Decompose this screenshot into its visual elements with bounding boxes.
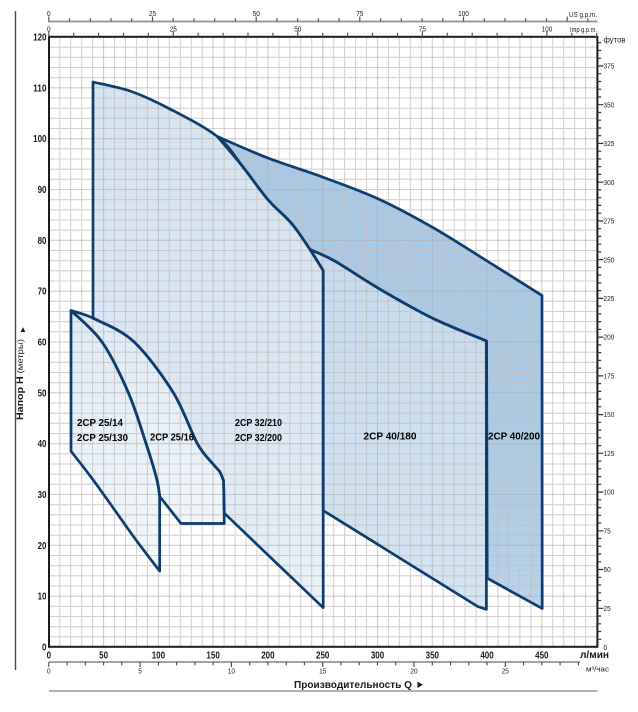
svg-text:50: 50 [99, 650, 108, 661]
svg-text:Imp g.p.m.: Imp g.p.m. [570, 25, 597, 34]
svg-text:0: 0 [47, 9, 51, 18]
svg-text:325: 325 [604, 139, 615, 148]
svg-text:10: 10 [38, 592, 47, 603]
svg-text:футов: футов [604, 36, 626, 45]
svg-text:350: 350 [604, 100, 615, 109]
svg-text:75: 75 [604, 526, 611, 535]
svg-text:250: 250 [604, 255, 615, 264]
svg-text:50: 50 [253, 9, 260, 18]
svg-text:2CP 25/14: 2CP 25/14 [77, 418, 124, 429]
svg-text:50: 50 [38, 388, 47, 399]
svg-text:225: 225 [604, 294, 615, 303]
svg-text:2CP 25/16: 2CP 25/16 [150, 433, 195, 444]
svg-text:2CP 32/210: 2CP 32/210 [235, 418, 282, 429]
svg-text:100: 100 [542, 24, 553, 33]
svg-text:300: 300 [604, 178, 615, 187]
svg-text:Производительность Q: Производительность Q [294, 680, 412, 691]
svg-text:20: 20 [410, 667, 417, 676]
svg-text:2CP 32/200: 2CP 32/200 [235, 433, 282, 444]
svg-text:0: 0 [604, 643, 608, 652]
svg-text:250: 250 [316, 650, 330, 661]
svg-text:100: 100 [458, 9, 469, 18]
svg-text:Напор H (метры): Напор H (метры) [15, 339, 26, 420]
svg-text:200: 200 [261, 650, 275, 661]
svg-text:100: 100 [152, 650, 166, 661]
svg-text:25: 25 [170, 24, 177, 33]
svg-text:90: 90 [38, 185, 47, 196]
svg-text:120: 120 [33, 33, 47, 44]
svg-text:400: 400 [480, 650, 494, 661]
svg-text:300: 300 [371, 650, 385, 661]
svg-text:30: 30 [38, 490, 47, 501]
svg-text:275: 275 [604, 217, 615, 226]
svg-text:US g.p.m.: US g.p.m. [569, 10, 597, 19]
svg-text:75: 75 [419, 24, 426, 33]
svg-text:0: 0 [47, 667, 51, 676]
svg-text:150: 150 [604, 410, 615, 419]
svg-text:0: 0 [47, 24, 51, 33]
svg-text:5: 5 [138, 667, 142, 676]
svg-text:150: 150 [206, 650, 220, 661]
svg-text:50: 50 [604, 565, 611, 574]
svg-text:25: 25 [502, 667, 509, 676]
svg-text:40: 40 [38, 439, 47, 450]
svg-text:м³/час: м³/час [586, 664, 609, 673]
svg-text:80: 80 [38, 236, 47, 247]
svg-text:125: 125 [604, 449, 615, 458]
svg-text:100: 100 [604, 488, 615, 497]
svg-text:15: 15 [319, 667, 326, 676]
svg-text:375: 375 [604, 62, 615, 71]
svg-text:350: 350 [426, 650, 440, 661]
svg-text:50: 50 [294, 24, 301, 33]
svg-text:25: 25 [604, 604, 611, 613]
svg-text:175: 175 [604, 372, 615, 381]
svg-text:75: 75 [356, 9, 363, 18]
svg-text:0: 0 [47, 650, 52, 661]
svg-text:л/мин: л/мин [580, 649, 609, 661]
svg-text:450: 450 [535, 650, 549, 661]
svg-text:10: 10 [228, 667, 235, 676]
svg-text:2CP 40/200: 2CP 40/200 [488, 432, 540, 443]
svg-text:110: 110 [33, 83, 47, 94]
svg-text:2CP 25/130: 2CP 25/130 [77, 433, 128, 444]
svg-text:200: 200 [604, 333, 615, 342]
svg-text:100: 100 [33, 134, 47, 145]
svg-text:70: 70 [38, 287, 47, 298]
svg-text:60: 60 [38, 338, 47, 349]
svg-text:25: 25 [149, 9, 156, 18]
svg-text:2CP 40/180: 2CP 40/180 [364, 432, 417, 443]
svg-text:0: 0 [42, 643, 47, 654]
svg-text:20: 20 [38, 541, 47, 552]
